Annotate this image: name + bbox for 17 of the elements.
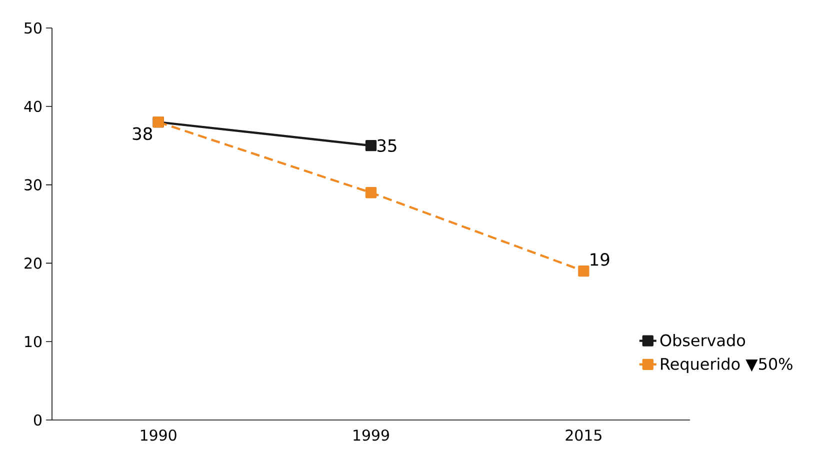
y-tick-label: 20	[24, 258, 42, 269]
data-label: 35	[377, 139, 396, 152]
y-tick-label: 50	[24, 22, 42, 34]
x-tick-label: 1990	[140, 429, 176, 441]
y-tick-label: 40	[24, 100, 42, 112]
legend-label: Requerido ▼50%	[661, 358, 792, 374]
point	[365, 140, 377, 152]
y-tick-label: 30	[24, 179, 42, 190]
y-tick-label: 10	[25, 336, 42, 348]
x-tick-label: 1999	[354, 429, 389, 441]
x-tick-label: 2015	[566, 429, 602, 441]
legend-label: Observado	[660, 334, 746, 346]
data-label: 19	[590, 253, 610, 266]
point	[365, 187, 377, 198]
data-label: 38	[132, 127, 152, 140]
point	[578, 265, 590, 277]
y-tick-label: 0	[34, 414, 42, 426]
